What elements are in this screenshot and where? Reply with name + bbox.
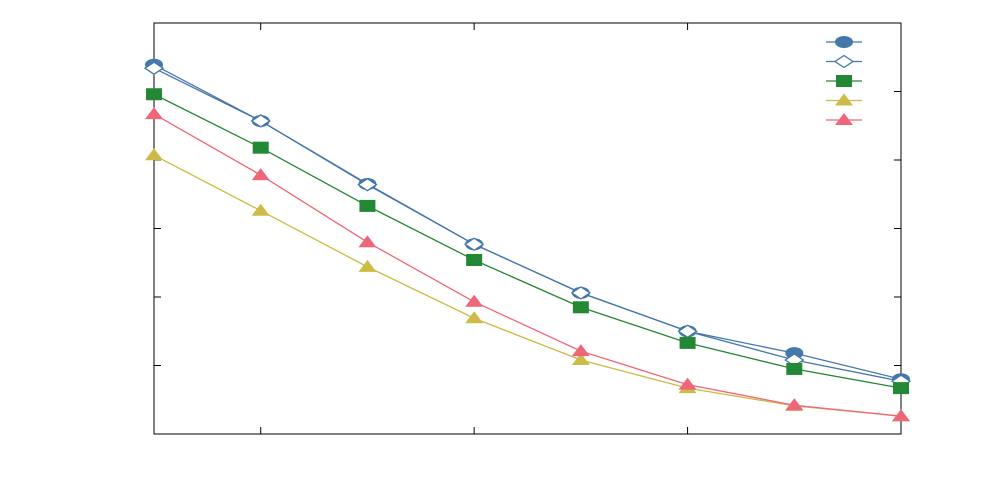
marker bbox=[146, 88, 162, 101]
legend-marker bbox=[833, 54, 855, 69]
series-line bbox=[153, 64, 902, 380]
marker bbox=[465, 311, 484, 324]
marker bbox=[786, 362, 803, 375]
marker bbox=[678, 377, 697, 390]
marker bbox=[571, 353, 590, 366]
legend-marker bbox=[836, 75, 852, 87]
marker bbox=[892, 409, 910, 422]
marker bbox=[785, 398, 804, 411]
marker bbox=[785, 347, 804, 360]
marker bbox=[145, 107, 163, 120]
marker bbox=[359, 199, 376, 212]
marker bbox=[251, 203, 270, 216]
marker bbox=[465, 294, 484, 307]
marker bbox=[252, 141, 269, 154]
marker bbox=[463, 237, 485, 252]
marker bbox=[466, 254, 483, 267]
legend-marker bbox=[835, 113, 853, 125]
series-line bbox=[153, 154, 902, 417]
marker bbox=[358, 259, 377, 272]
marker bbox=[250, 114, 271, 128]
marker bbox=[145, 148, 163, 161]
marker bbox=[357, 177, 378, 192]
legend-marker bbox=[835, 93, 853, 106]
marker bbox=[679, 336, 696, 349]
marker bbox=[251, 168, 270, 181]
series-line bbox=[153, 93, 902, 389]
legend-marker bbox=[835, 36, 853, 48]
marker bbox=[143, 61, 165, 75]
marker bbox=[358, 235, 377, 248]
marker bbox=[572, 301, 589, 314]
marker bbox=[571, 344, 590, 357]
marker bbox=[893, 382, 909, 395]
series-line bbox=[153, 67, 902, 382]
series-line bbox=[153, 113, 902, 417]
marker bbox=[570, 286, 592, 300]
